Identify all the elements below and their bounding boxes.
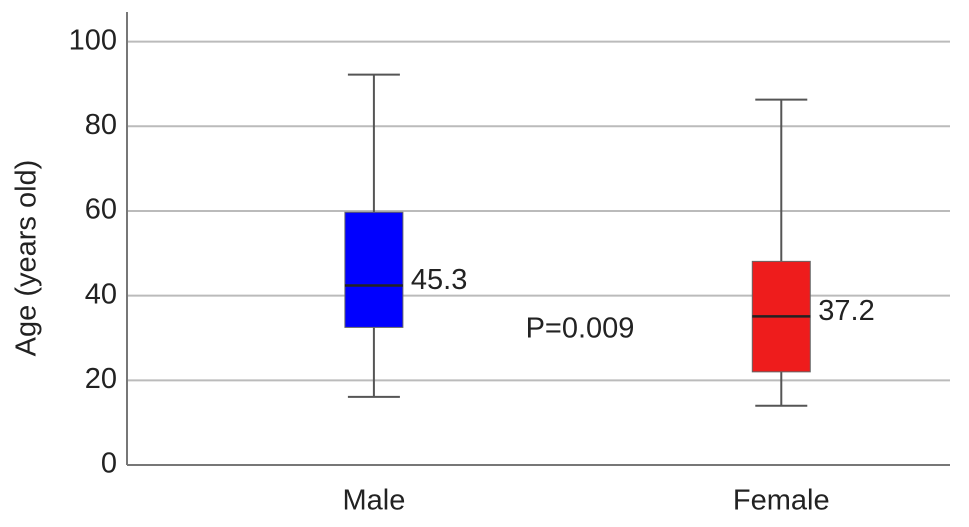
- box: [344, 211, 404, 328]
- y-tick-label: 60: [85, 194, 117, 226]
- annotation: P=0.009: [526, 313, 635, 345]
- y-tick-label: 80: [85, 109, 117, 141]
- y-tick-label: 20: [85, 363, 117, 395]
- x-tick-label: Male: [342, 485, 405, 517]
- x-tick-label: Female: [733, 485, 830, 517]
- mean-label: 45.3: [411, 264, 467, 296]
- y-axis-label: Age (years old): [11, 160, 43, 357]
- mean-label: 37.2: [818, 295, 874, 327]
- y-tick-label: 0: [101, 448, 117, 480]
- y-tick-label: 100: [69, 24, 117, 56]
- y-tick-label: 40: [85, 278, 117, 310]
